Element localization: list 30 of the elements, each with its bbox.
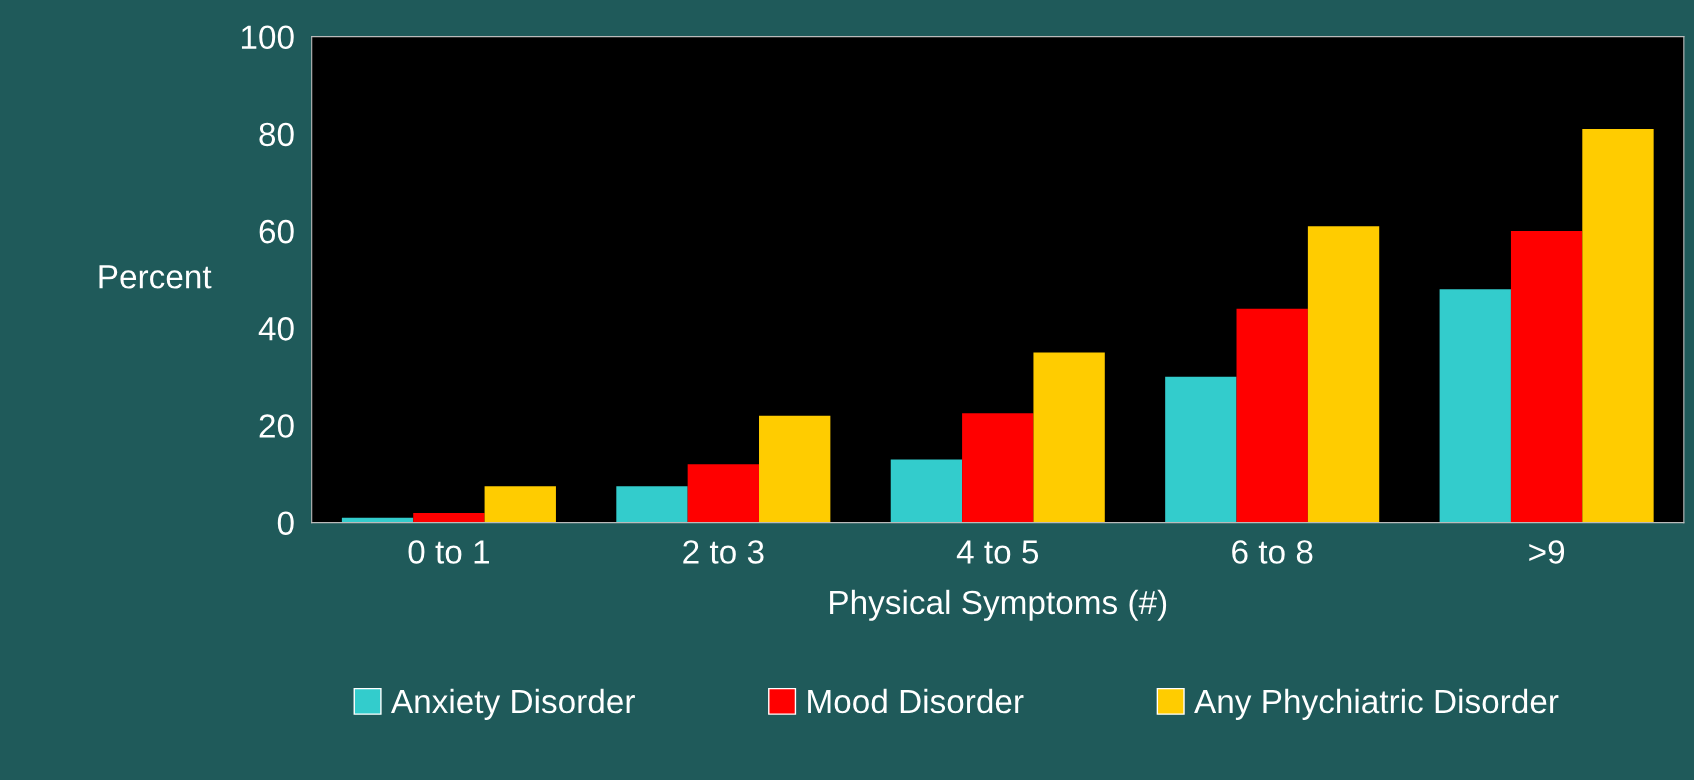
x-tick-label: 2 to 3: [683, 540, 764, 564]
y-tick-label: 20: [259, 414, 294, 438]
bar: [1510, 231, 1583, 523]
x-tick-label: 4 to 5: [956, 540, 1039, 564]
bar: [1236, 308, 1308, 523]
bar: [1582, 128, 1654, 523]
x-tick-label: 6 to 8: [1232, 540, 1313, 564]
bar: [890, 459, 963, 523]
bar: [759, 415, 831, 523]
bar: [616, 486, 688, 523]
bar: [484, 486, 556, 523]
y-tick-label: 100: [241, 25, 294, 50]
y-tick-label: 0: [277, 511, 294, 536]
bar: [962, 413, 1034, 523]
bar: [1033, 352, 1105, 523]
bar: [687, 464, 760, 523]
y-tick-label: 40: [258, 317, 294, 341]
y-tick-label: 60: [259, 219, 294, 244]
bar: [1165, 376, 1237, 523]
bar: [1439, 289, 1511, 523]
bar: [1307, 226, 1380, 523]
bar: [413, 512, 485, 523]
y-axis-title: Percent: [99, 265, 212, 289]
y-tick-label: 80: [259, 122, 294, 147]
legend-label: Any Phychiatric Disorder: [1194, 688, 1559, 720]
x-axis-title: Physical Symptoms (#): [830, 589, 1167, 621]
x-tick-label: >9: [1529, 540, 1565, 564]
legend-label: Anxiety Disorder: [390, 688, 635, 720]
x-tick-label: 0 to 1: [408, 540, 489, 564]
legend-label: Mood Disorder: [808, 688, 1024, 714]
